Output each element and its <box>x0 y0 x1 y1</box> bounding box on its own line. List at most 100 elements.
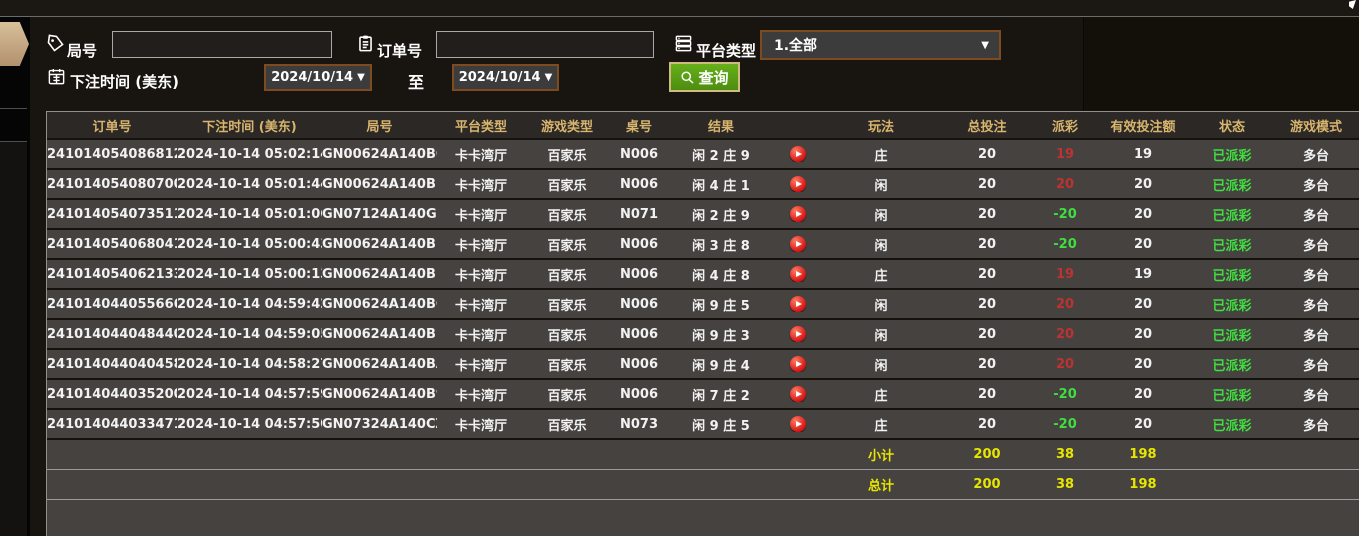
header-table-no: 桌号 <box>625 119 652 135</box>
valid-bet-cell: 20 <box>1133 416 1153 432</box>
table-no-cell: N006 <box>619 236 659 252</box>
replay-cell <box>773 326 823 342</box>
total-label: 总计 <box>867 479 894 494</box>
status-badge: 已派彩 <box>1212 418 1252 434</box>
order-no-cell: 241014054062133 <box>47 266 177 282</box>
platform-cell: 卡卡湾厅 <box>454 238 507 254</box>
table-row[interactable]: 241014054080700 2024-10-14 05:01:44 GN00… <box>47 170 1359 200</box>
order-no-cell: 241014044040458 <box>47 356 177 372</box>
game-type-cell: 百家乐 <box>547 148 587 164</box>
bet-time-cell: 2024-10-14 05:00:43 <box>177 236 322 252</box>
round-no-cell: GN00624A140BE <box>322 236 437 252</box>
play-icon[interactable] <box>790 266 806 282</box>
table-row[interactable]: 241014044048440 2024-10-14 04:59:05 GN00… <box>47 320 1359 350</box>
order-no-cell: 241014044048440 <box>47 326 177 342</box>
table-row[interactable]: 241014054073511 2024-10-14 05:01:06 GN07… <box>47 200 1359 230</box>
subtotal-total-bet: 200 <box>973 447 1001 462</box>
platform-cell: 卡卡湾厅 <box>454 418 507 434</box>
round-no-cell: GN00624A140BC <box>322 296 437 312</box>
status-badge: 已派彩 <box>1212 328 1252 344</box>
bet-type-cell: 闲 <box>874 328 888 344</box>
table-row[interactable]: 241014044033471 2024-10-14 04:57:50 GN07… <box>47 410 1359 440</box>
platform-cell: 卡卡湾厅 <box>454 178 507 194</box>
subtotal-label: 小计 <box>867 449 894 464</box>
clipboard-icon <box>356 34 375 53</box>
bet-time-label: 下注时间 (美东) <box>70 73 179 91</box>
header-valid-bet: 有效投注额 <box>1110 119 1176 135</box>
game-type-cell: 百家乐 <box>547 418 587 434</box>
main-panel: 局号 订单号 平台类型 1.全部 ▼ 下注时间 (美东) 2024/10/14 … <box>30 17 1359 536</box>
valid-bet-cell: 20 <box>1133 356 1153 372</box>
platform-select[interactable]: 1.全部 ▼ <box>760 30 1001 60</box>
payout-cell: 19 <box>1055 266 1075 282</box>
table-row[interactable]: 241014044055666 2024-10-14 04:59:42 GN00… <box>47 290 1359 320</box>
play-icon[interactable] <box>790 236 806 252</box>
chevron-down-icon: ▼ <box>544 72 553 83</box>
play-icon[interactable] <box>790 386 806 402</box>
play-icon[interactable] <box>790 356 806 372</box>
table-no-cell: N006 <box>619 326 659 342</box>
table-row[interactable]: 241014044035200 2024-10-14 04:57:59 GN00… <box>47 380 1359 410</box>
total-bet-cell: 20 <box>977 266 997 282</box>
bet-time-cell: 2024-10-14 04:57:50 <box>177 416 322 432</box>
table-row[interactable]: 241014054068041 2024-10-14 05:00:43 GN00… <box>47 230 1359 260</box>
round-no-cell: GN07124A140G9 <box>322 206 437 222</box>
date-from-picker[interactable]: 2024/10/14 ▼ <box>264 64 372 91</box>
header-status: 状态 <box>1218 119 1245 135</box>
replay-cell <box>773 206 823 222</box>
bet-time-cell: 2024-10-14 05:01:06 <box>177 206 322 222</box>
platform-select-value: 1.全部 <box>774 38 818 54</box>
bet-type-cell: 闲 <box>874 238 888 254</box>
replay-cell <box>773 296 823 312</box>
game-mode-cell: 多台 <box>1302 298 1329 314</box>
game-type-cell: 百家乐 <box>547 298 587 314</box>
server-list-icon <box>674 34 693 53</box>
replay-cell <box>773 416 823 432</box>
mouse-cursor <box>1349 0 1356 9</box>
date-to-picker[interactable]: 2024/10/14 ▼ <box>452 64 559 91</box>
tag-icon <box>46 34 65 53</box>
header-game-mode: 游戏模式 <box>1289 119 1342 135</box>
payout-cell: -20 <box>1053 206 1077 222</box>
valid-bet-cell: 20 <box>1133 386 1153 402</box>
status-badge: 已派彩 <box>1212 178 1252 194</box>
header-result: 结果 <box>707 119 734 135</box>
status-badge: 已派彩 <box>1212 358 1252 374</box>
round-input[interactable] <box>112 31 332 58</box>
header-payout: 派彩 <box>1051 119 1078 135</box>
query-button[interactable]: 查询 <box>669 62 740 92</box>
game-mode-cell: 多台 <box>1302 148 1329 164</box>
strip-divider <box>0 108 27 109</box>
table-row[interactable]: 241014044040458 2024-10-14 04:58:27 GN00… <box>47 350 1359 380</box>
status-badge: 已派彩 <box>1212 268 1252 284</box>
play-icon[interactable] <box>790 176 806 192</box>
game-type-cell: 百家乐 <box>547 178 587 194</box>
play-icon[interactable] <box>790 146 806 162</box>
order-input[interactable] <box>436 31 654 58</box>
replay-cell <box>773 356 823 372</box>
result-cell: 闲 4 庄 8 <box>692 268 750 284</box>
table-row[interactable]: 241014054062133 2024-10-14 05:00:13 GN00… <box>47 260 1359 290</box>
play-icon[interactable] <box>790 206 806 222</box>
table-no-cell: N006 <box>619 266 659 282</box>
total-bet-cell: 20 <box>977 206 997 222</box>
date-from-value: 2024/10/14 <box>271 70 354 85</box>
bet-time-cell: 2024-10-14 04:59:05 <box>177 326 322 342</box>
sidebar-collapse-handle[interactable] <box>0 22 29 66</box>
play-icon[interactable] <box>790 296 806 312</box>
bet-time-cell: 2024-10-14 04:59:42 <box>177 296 322 312</box>
header-bet-time: 下注时间 (美东) <box>202 119 297 135</box>
game-type-cell: 百家乐 <box>547 388 587 404</box>
platform-cell: 卡卡湾厅 <box>454 358 507 374</box>
bet-time-cell: 2024-10-14 05:01:44 <box>177 176 322 192</box>
bet-time-cell: 2024-10-14 04:58:27 <box>177 356 322 372</box>
game-type-cell: 百家乐 <box>547 358 587 374</box>
play-icon[interactable] <box>790 416 806 432</box>
header-round-no: 局号 <box>366 119 393 135</box>
game-type-cell: 百家乐 <box>547 238 587 254</box>
table-row[interactable]: 241014054086812 2024-10-14 05:02:14 GN00… <box>47 140 1359 170</box>
left-edge-strip <box>0 17 30 536</box>
table-no-cell: N006 <box>619 356 659 372</box>
play-icon[interactable] <box>790 326 806 342</box>
game-mode-cell: 多台 <box>1302 238 1329 254</box>
